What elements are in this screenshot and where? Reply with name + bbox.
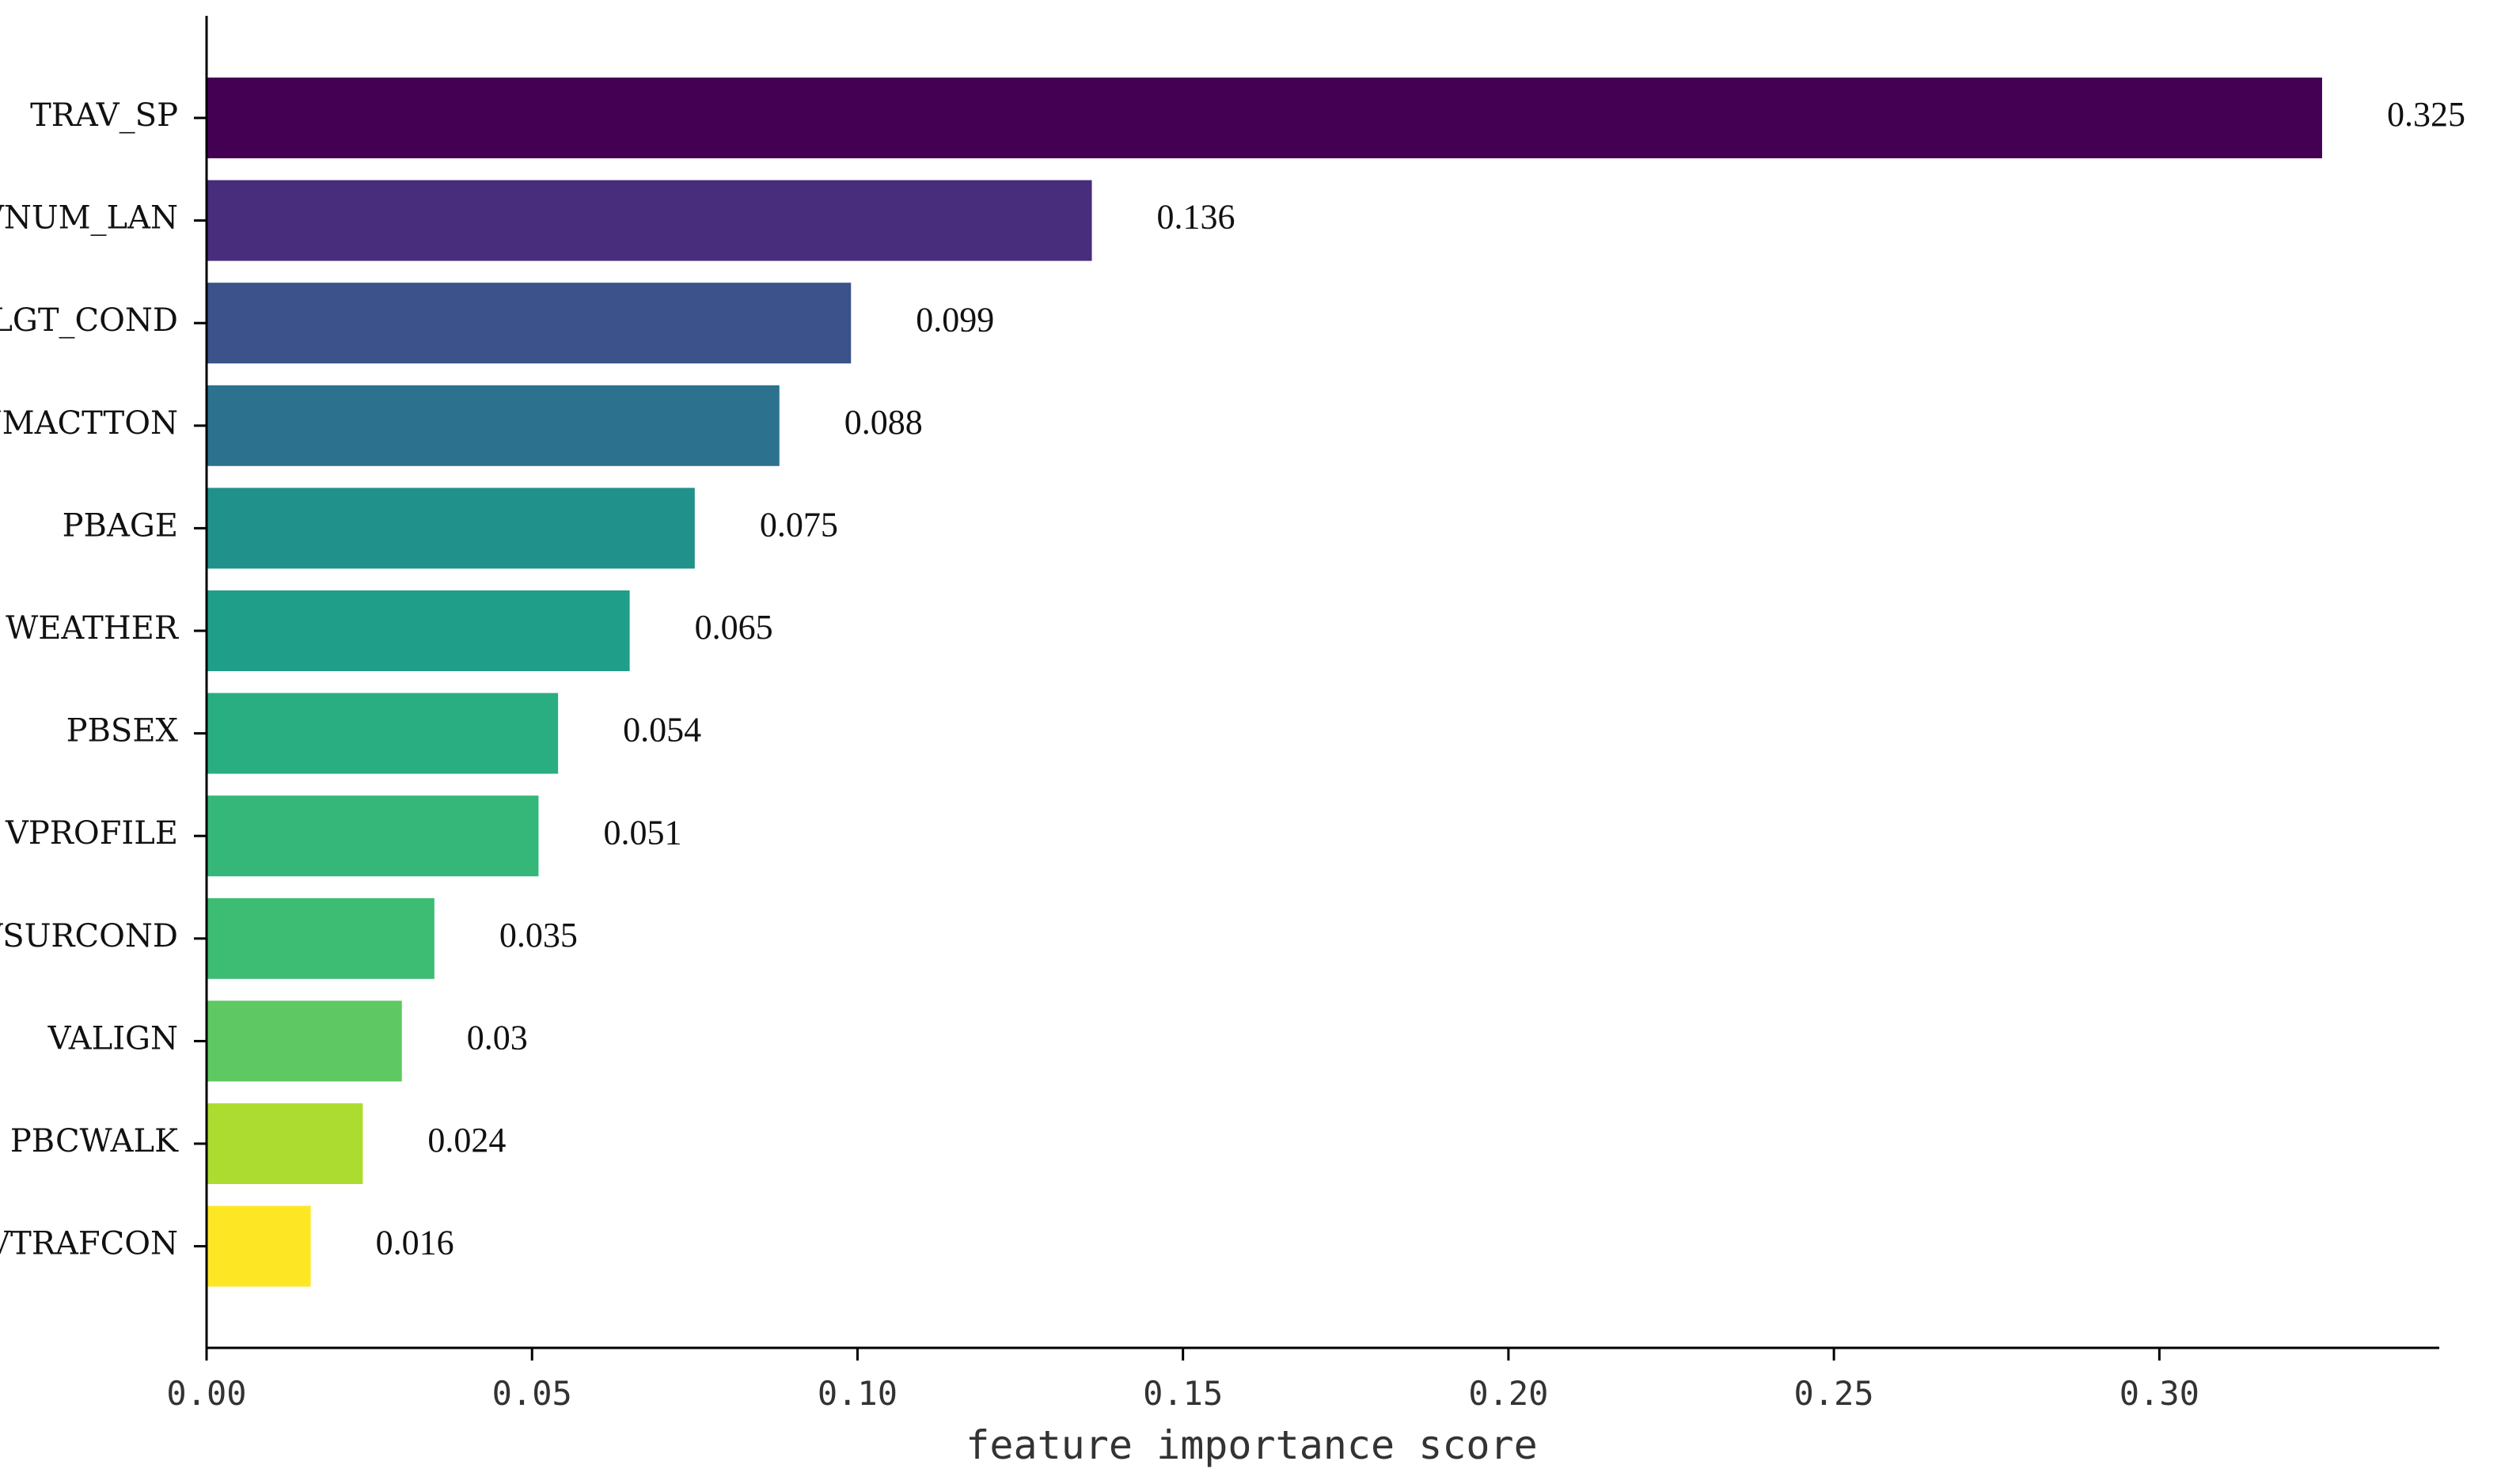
value-label: 0.035 [499, 916, 578, 955]
value-label: 0.088 [844, 403, 923, 442]
x-tick-label: 0.15 [1143, 1374, 1223, 1413]
value-label: 0.016 [376, 1224, 454, 1262]
bar-vsurcond [207, 898, 435, 979]
x-tick-label: 0.20 [1468, 1374, 1548, 1413]
x-ticks-layer: 0.00 0.05 0.10 0.15 0.20 0.25 0.30 [166, 1348, 2199, 1413]
bar-pbsex [207, 693, 559, 774]
bar-lgt-cond [207, 283, 852, 364]
category-label: VNUM_LAN [0, 200, 178, 237]
bar-nmactton [207, 385, 780, 466]
bar-vnum-lan [207, 180, 1092, 261]
x-tick-label: 0.00 [166, 1374, 246, 1413]
bars-layer [207, 78, 2322, 1287]
value-label: 0.054 [623, 711, 701, 750]
category-label: TRAV_SP [30, 97, 178, 134]
value-label: 0.024 [427, 1121, 506, 1159]
axes-layer [205, 16, 2439, 1349]
category-label: PBAGE [63, 507, 178, 544]
value-label: 0.136 [1157, 198, 1235, 237]
category-label: VSURCOND [0, 918, 178, 955]
category-labels-layer: TRAV_SP VNUM_LAN LGT_COND NMACTTON PBAGE WEAT… [0, 97, 207, 1262]
x-tick-label: 0.30 [2120, 1374, 2199, 1413]
bar-pbcwalk [207, 1103, 363, 1184]
bar-valign [207, 1000, 402, 1082]
bar-pbage [207, 488, 695, 569]
value-label: 0.075 [760, 505, 838, 544]
value-labels-layer: 0.325 0.136 0.099 0.088 0.075 0.065 0.054 0.051… [376, 95, 2465, 1262]
value-label: 0.03 [467, 1018, 528, 1057]
category-label: PBCWALK [10, 1123, 179, 1159]
bar-vtrafcon [207, 1205, 311, 1287]
category-label: NMACTTON [0, 405, 178, 442]
category-label: VALIGN [47, 1020, 178, 1057]
category-label: LGT_COND [0, 302, 178, 339]
x-axis-title: feature importance score [966, 1422, 1537, 1468]
bar-weather [207, 590, 630, 671]
category-label: WEATHER [6, 610, 180, 647]
category-label: PBSEX [66, 713, 179, 750]
bar-trav-sp [207, 78, 2322, 158]
x-tick-label: 0.10 [818, 1374, 898, 1413]
value-label: 0.099 [916, 300, 994, 339]
value-label: 0.325 [2387, 95, 2465, 134]
x-tick-label: 0.25 [1794, 1374, 1874, 1413]
bar-vprofile [207, 795, 539, 877]
category-label: VPROFILE [5, 815, 178, 852]
value-label: 0.065 [695, 608, 773, 647]
x-tick-label: 0.05 [492, 1374, 572, 1413]
category-label: VTRAFCON [0, 1226, 178, 1262]
value-label: 0.051 [603, 813, 681, 852]
